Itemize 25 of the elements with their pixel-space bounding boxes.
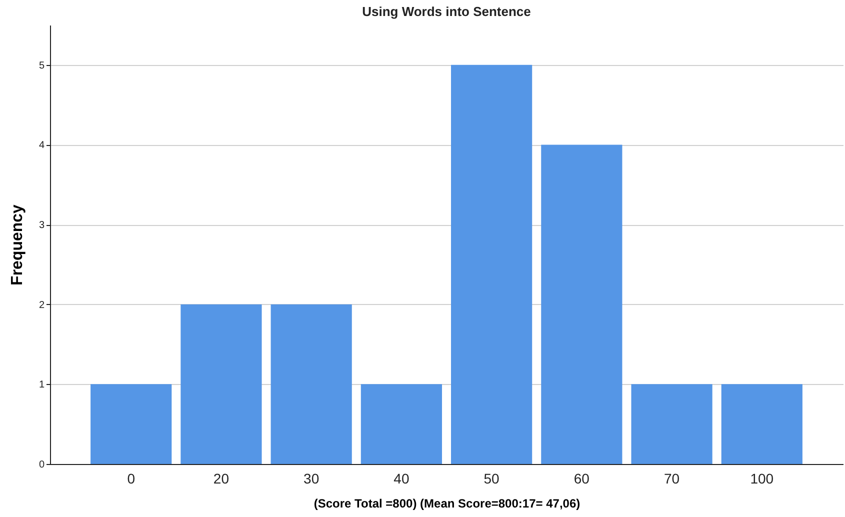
x-tick-label: 100	[750, 470, 774, 486]
x-tick-label: 60	[574, 470, 590, 486]
y-tick-label: 0	[38, 460, 45, 470]
x-tick-label: 20	[213, 470, 230, 486]
bar	[451, 64, 532, 464]
y-tick-label: 3	[38, 220, 45, 232]
x-tick-label: 30	[304, 470, 320, 486]
bar	[360, 384, 442, 464]
chart-title: Using Words into Sentence	[362, 4, 531, 19]
x-tick-label: 70	[664, 470, 680, 486]
x-axis-title: (Score Total =800) (Mean Score=800:17= 47,06)	[314, 496, 580, 510]
y-tick-label: 1	[38, 380, 45, 391]
bar	[541, 144, 622, 464]
bar	[90, 384, 172, 464]
y-axis-title: Frequency	[8, 204, 26, 286]
y-tick-label: 4	[38, 140, 45, 152]
x-tick-label: 0	[127, 470, 136, 486]
bar	[631, 384, 712, 464]
bar	[270, 304, 352, 464]
y-tick-label: 5	[38, 60, 45, 72]
x-tick-label: 40	[394, 470, 410, 486]
x-tick-label: 50	[484, 470, 500, 486]
bar	[721, 384, 802, 464]
bar	[180, 304, 262, 464]
y-tick-label: 2	[38, 300, 45, 311]
